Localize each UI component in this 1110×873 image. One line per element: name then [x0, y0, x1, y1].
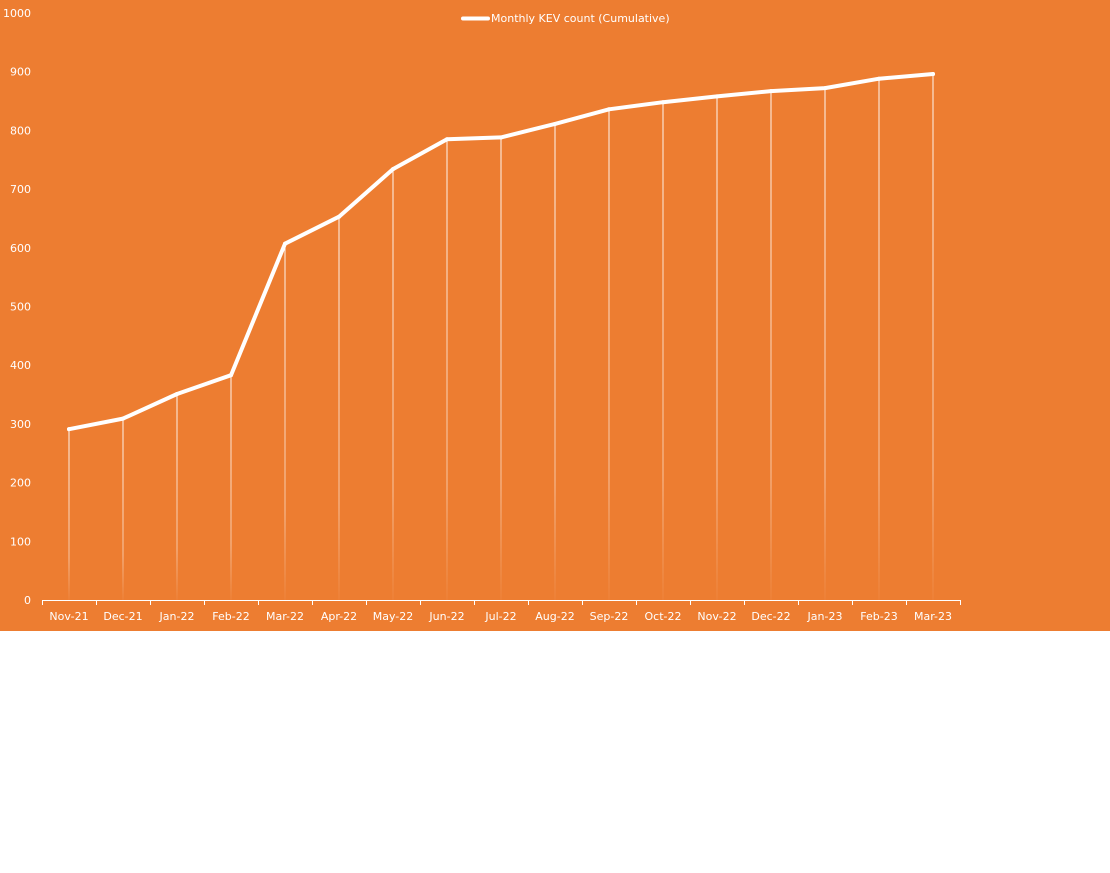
- data-point: [229, 373, 233, 378]
- drop-line: [662, 102, 664, 600]
- data-point: [931, 72, 935, 77]
- data-point: [445, 137, 449, 142]
- y-tick-label: 500: [10, 301, 31, 314]
- drop-line: [338, 216, 340, 600]
- legend: Monthly KEV count (Cumulative): [461, 12, 670, 25]
- y-tick-label: 300: [10, 418, 31, 431]
- drop-line: [446, 139, 448, 600]
- data-point: [499, 135, 503, 140]
- x-tick-label: May-22: [373, 610, 414, 623]
- drop-line: [608, 109, 610, 600]
- x-tick-label: Jun-22: [428, 610, 464, 623]
- y-axis-ticks: 0 100 200 300 400 500 600 700 800 900 1000: [3, 7, 31, 607]
- y-tick-label: 100: [10, 535, 31, 548]
- line-chart: 0 100 200 300 400 500 600 700 800 900 1000 Nov-21 D…: [0, 0, 1110, 631]
- x-tick-label: Dec-22: [751, 610, 790, 623]
- y-tick-label: 0: [24, 594, 31, 607]
- x-tick-label: Mar-23: [914, 610, 952, 623]
- drop-line: [122, 418, 124, 600]
- drop-line: [716, 96, 718, 600]
- drop-line: [392, 169, 394, 600]
- x-tick-label: Nov-22: [697, 610, 736, 623]
- drop-line: [230, 375, 232, 600]
- y-tick-label: 600: [10, 242, 31, 255]
- y-tick-label: 800: [10, 124, 31, 137]
- x-tick-label: Feb-23: [860, 610, 897, 623]
- series-group: [67, 72, 935, 432]
- drop-line: [284, 243, 286, 601]
- data-point: [715, 94, 719, 99]
- drop-line: [68, 429, 70, 600]
- x-tick-label: Aug-22: [535, 610, 574, 623]
- x-tick-label: Mar-22: [266, 610, 304, 623]
- data-point: [877, 76, 881, 81]
- legend-label: Monthly KEV count (Cumulative): [491, 12, 670, 25]
- y-tick-label: 200: [10, 477, 31, 490]
- data-point: [337, 214, 341, 219]
- drop-line: [554, 123, 556, 601]
- data-point: [391, 167, 395, 172]
- y-tick-label: 400: [10, 359, 31, 372]
- data-point: [769, 89, 773, 94]
- data-point: [121, 416, 125, 421]
- drop-line: [932, 74, 934, 601]
- x-tick-label: Dec-21: [103, 610, 142, 623]
- data-point: [67, 427, 71, 432]
- drop-line: [176, 393, 178, 600]
- data-point: [553, 121, 557, 126]
- x-tick-label: Apr-22: [321, 610, 357, 623]
- drop-line: [824, 88, 826, 601]
- drop-line: [878, 78, 880, 600]
- chart-panel: 0 100 200 300 400 500 600 700 800 900 1000 Nov-21 D…: [0, 0, 1110, 631]
- data-point: [283, 241, 287, 246]
- y-tick-label: 700: [10, 183, 31, 196]
- y-tick-label: 900: [10, 66, 31, 79]
- data-point: [607, 107, 611, 112]
- x-tick-label: Jan-23: [807, 610, 843, 623]
- x-tick-label: Feb-22: [212, 610, 249, 623]
- drop-line: [770, 91, 772, 601]
- x-tick-label: Nov-21: [49, 610, 88, 623]
- x-tick-label: Oct-22: [645, 610, 682, 623]
- data-point: [823, 86, 827, 91]
- data-point: [661, 100, 665, 105]
- data-point: [175, 391, 179, 396]
- drop-lines: [68, 74, 934, 601]
- x-tick-label: Jan-22: [159, 610, 195, 623]
- x-tick-label: Jul-22: [484, 610, 516, 623]
- x-tick-label: Sep-22: [590, 610, 629, 623]
- x-axis-ticks: Nov-21 Dec-21 Jan-22 Feb-22 Mar-22 Apr-22 May-…: [42, 600, 961, 623]
- drop-line: [500, 137, 502, 600]
- y-tick-label: 1000: [3, 7, 31, 20]
